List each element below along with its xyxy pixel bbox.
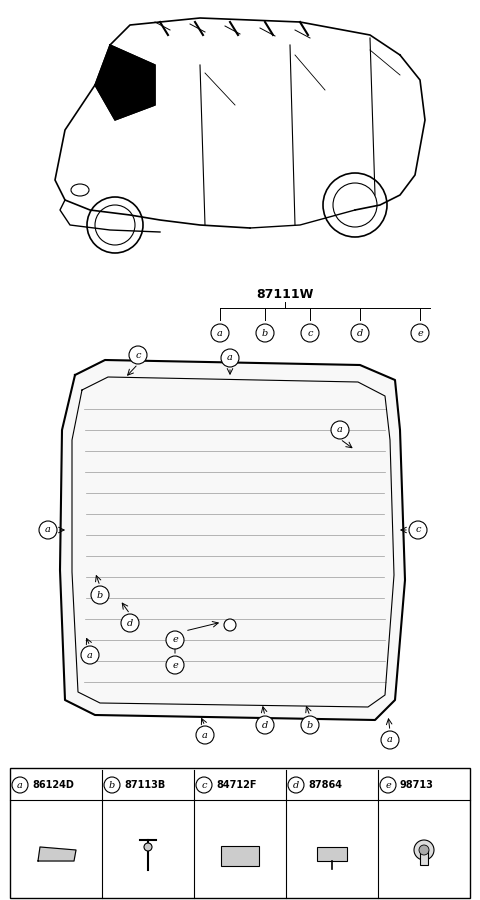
Circle shape (129, 346, 147, 364)
Circle shape (331, 421, 349, 439)
Circle shape (411, 324, 429, 342)
Circle shape (301, 716, 319, 734)
Text: 86124D: 86124D (32, 780, 74, 790)
Polygon shape (38, 847, 76, 861)
Text: d: d (127, 618, 133, 627)
Text: a: a (202, 731, 208, 740)
Circle shape (91, 586, 109, 604)
Circle shape (256, 324, 274, 342)
Text: c: c (201, 780, 207, 789)
Circle shape (288, 777, 304, 793)
Circle shape (224, 619, 236, 631)
Text: a: a (387, 735, 393, 744)
Circle shape (121, 614, 139, 632)
Circle shape (351, 324, 369, 342)
Circle shape (166, 631, 184, 649)
Text: b: b (307, 721, 313, 730)
Text: c: c (135, 350, 141, 359)
Text: a: a (337, 426, 343, 435)
Text: 84712F: 84712F (216, 780, 256, 790)
Text: d: d (293, 780, 299, 789)
Circle shape (196, 726, 214, 744)
Text: e: e (385, 780, 391, 789)
Text: e: e (172, 635, 178, 644)
Text: b: b (262, 328, 268, 338)
Circle shape (409, 521, 427, 539)
Circle shape (419, 845, 429, 855)
Circle shape (380, 777, 396, 793)
Polygon shape (95, 45, 155, 120)
Text: 98713: 98713 (400, 780, 434, 790)
FancyBboxPatch shape (317, 847, 347, 861)
Text: c: c (307, 328, 313, 338)
Circle shape (381, 731, 399, 749)
Text: e: e (417, 328, 423, 338)
Circle shape (211, 324, 229, 342)
Circle shape (301, 324, 319, 342)
Text: a: a (17, 780, 23, 789)
Text: a: a (45, 526, 51, 535)
FancyBboxPatch shape (10, 768, 470, 898)
Text: 87111W: 87111W (256, 289, 314, 302)
Text: b: b (109, 780, 115, 789)
FancyBboxPatch shape (221, 846, 259, 866)
FancyBboxPatch shape (420, 850, 428, 865)
Text: a: a (227, 354, 233, 363)
Circle shape (104, 777, 120, 793)
Circle shape (166, 656, 184, 674)
Circle shape (12, 777, 28, 793)
Text: 87113B: 87113B (124, 780, 165, 790)
Text: e: e (172, 661, 178, 670)
Text: d: d (262, 721, 268, 730)
Circle shape (256, 716, 274, 734)
Circle shape (81, 646, 99, 664)
Circle shape (414, 840, 434, 860)
Circle shape (144, 843, 152, 851)
Text: b: b (97, 590, 103, 599)
Text: c: c (415, 526, 421, 535)
Circle shape (39, 521, 57, 539)
Circle shape (196, 777, 212, 793)
Polygon shape (60, 360, 405, 720)
Circle shape (221, 349, 239, 367)
Text: a: a (87, 651, 93, 660)
Text: 87864: 87864 (308, 780, 342, 790)
Text: d: d (357, 328, 363, 338)
Text: a: a (217, 328, 223, 338)
